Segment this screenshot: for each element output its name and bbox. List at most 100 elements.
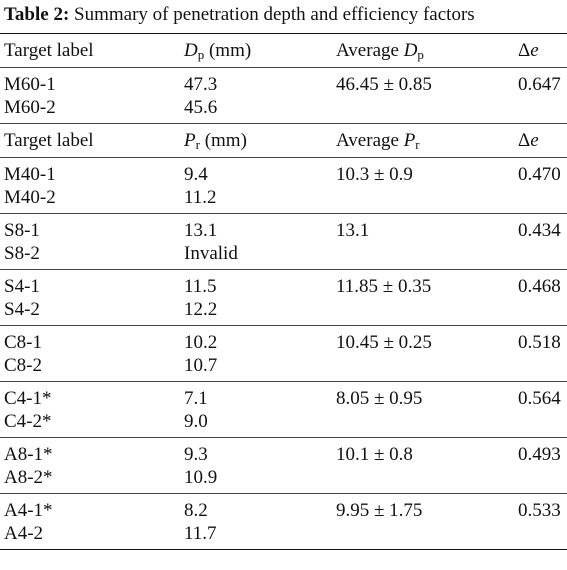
- header-average-symbol: D: [403, 40, 418, 61]
- value-cell: 10.2 10.7: [184, 325, 336, 382]
- target-label: S8-1: [4, 220, 40, 241]
- header-average-subscript: r: [415, 137, 420, 152]
- target-label-cell: M40-1 M40-2: [0, 157, 184, 214]
- value: 13.1: [184, 220, 218, 241]
- target-label: M60-2: [4, 97, 56, 118]
- header-average-prefix: Average: [336, 40, 404, 61]
- value: 7.1: [184, 388, 208, 409]
- header-average-prefix: Average: [336, 130, 404, 151]
- header-delta-e: Δe: [518, 123, 567, 158]
- target-label: A4-1*: [4, 500, 53, 521]
- delta-e-cell: 0.493: [518, 437, 567, 494]
- value: 9.4: [184, 164, 208, 185]
- target-label: A4-2: [4, 523, 44, 544]
- target-label: C8-1: [4, 332, 42, 353]
- delta-e-cell: 0.647: [518, 67, 567, 124]
- header-dp-subscript: p: [197, 47, 205, 62]
- value-cell: 11.5 12.2: [184, 269, 336, 326]
- header-target-label: Target label: [0, 123, 184, 158]
- header-average-dp: Average Dp: [336, 33, 518, 68]
- header-delta-e-text: Δe: [518, 40, 539, 61]
- target-label: M40-1: [4, 164, 56, 185]
- average-cell: 8.05 ± 0.95: [336, 381, 518, 438]
- header-delta-e: Δe: [518, 33, 567, 68]
- target-label: S4-2: [4, 299, 40, 320]
- value: 9.3: [184, 444, 208, 465]
- average-cell: 13.1: [336, 213, 518, 270]
- table-row: C4-1* C4-2* 7.1 9.0 8.05 ± 0.95 0.564: [0, 381, 567, 438]
- value: 9.0: [184, 411, 208, 432]
- value: Invalid: [184, 243, 238, 264]
- target-label: A8-1*: [4, 444, 53, 465]
- target-label-cell: S4-1 S4-2: [0, 269, 184, 326]
- value: 11.5: [184, 276, 217, 297]
- target-label-cell: C4-1* C4-2*: [0, 381, 184, 438]
- delta-e-cell: 0.434: [518, 213, 567, 270]
- target-label: M60-1: [4, 74, 56, 95]
- value-cell: 13.1 Invalid: [184, 213, 336, 270]
- table-row: M60-1 M60-2 47.3 45.6 46.45 ± 0.85 0.647: [0, 67, 567, 124]
- delta-e-cell: 0.564: [518, 381, 567, 438]
- value-cell: 47.3 45.6: [184, 67, 336, 124]
- average-cell: 10.1 ± 0.8: [336, 437, 518, 494]
- target-label: C4-1*: [4, 388, 52, 409]
- header-pr: Pr (mm): [184, 123, 336, 158]
- target-label: C8-2: [4, 355, 42, 376]
- target-label: A8-2*: [4, 467, 53, 488]
- value: 11.2: [184, 187, 217, 208]
- value: 11.7: [184, 523, 217, 544]
- table-caption-label: Table 2:: [4, 4, 70, 25]
- value: 45.6: [184, 97, 218, 118]
- header-average-pr: Average Pr: [336, 123, 518, 158]
- value: 10.9: [184, 467, 218, 488]
- table-caption: Table 2: Summary of penetration depth an…: [4, 3, 475, 27]
- header-dp-symbol: D: [184, 40, 198, 61]
- value: 8.2: [184, 500, 208, 521]
- value-cell: 7.1 9.0: [184, 381, 336, 438]
- target-label-cell: M60-1 M60-2: [0, 67, 184, 124]
- table-row: A8-1* A8-2* 9.3 10.9 10.1 ± 0.8 0.493: [0, 437, 567, 494]
- table-row: S8-1 S8-2 13.1 Invalid 13.1 0.434: [0, 213, 567, 270]
- average-cell: 10.45 ± 0.25: [336, 325, 518, 382]
- header-delta-e-italic: e: [530, 130, 539, 151]
- summary-table: Target label Dp (mm) Average Dp Δe M60-1…: [0, 33, 567, 550]
- table-header-row: Target label Dp (mm) Average Dp Δe: [0, 33, 567, 68]
- value: 10.7: [184, 355, 218, 376]
- delta-e-cell: 0.468: [518, 269, 567, 326]
- delta-e-cell: 0.533: [518, 493, 567, 550]
- value: 47.3: [184, 74, 218, 95]
- average-cell: 9.95 ± 1.75: [336, 493, 518, 550]
- delta-e-cell: 0.518: [518, 325, 567, 382]
- value-cell: 9.4 11.2: [184, 157, 336, 214]
- value: 10.2: [184, 332, 218, 353]
- delta-e-cell: 0.470: [518, 157, 567, 214]
- target-label: C4-2*: [4, 411, 52, 432]
- average-cell: 46.45 ± 0.85: [336, 67, 518, 124]
- header-average-subscript: p: [417, 47, 424, 62]
- header-delta-e-text: Δe: [518, 130, 539, 151]
- average-cell: 10.3 ± 0.9: [336, 157, 518, 214]
- header-delta-e-italic: e: [530, 40, 539, 61]
- target-label: M40-2: [4, 187, 56, 208]
- target-label: S8-2: [4, 243, 40, 264]
- table-caption-text: Summary of penetration depth and efficie…: [69, 4, 475, 25]
- header-average-symbol: P: [403, 130, 416, 151]
- target-label-cell: A8-1* A8-2*: [0, 437, 184, 494]
- target-label-cell: S8-1 S8-2: [0, 213, 184, 270]
- table-row: S4-1 S4-2 11.5 12.2 11.85 ± 0.35 0.468: [0, 269, 567, 326]
- header-pr-subscript: r: [195, 137, 200, 152]
- target-label-cell: A4-1* A4-2: [0, 493, 184, 550]
- target-label: S4-1: [4, 276, 40, 297]
- table-subheader-row: Target label Pr (mm) Average Pr Δe: [0, 123, 567, 158]
- value-cell: 9.3 10.9: [184, 437, 336, 494]
- header-dp: Dp (mm): [184, 33, 336, 68]
- header-dp-unit: (mm): [204, 40, 252, 61]
- table-row: C8-1 C8-2 10.2 10.7 10.45 ± 0.25 0.518: [0, 325, 567, 382]
- target-label-cell: C8-1 C8-2: [0, 325, 184, 382]
- header-pr-unit: (mm): [199, 130, 247, 151]
- average-cell: 11.85 ± 0.35: [336, 269, 518, 326]
- table-row: M40-1 M40-2 9.4 11.2 10.3 ± 0.9 0.470: [0, 157, 567, 214]
- value: 12.2: [184, 299, 218, 320]
- value-cell: 8.2 11.7: [184, 493, 336, 550]
- header-target-label: Target label: [0, 33, 184, 68]
